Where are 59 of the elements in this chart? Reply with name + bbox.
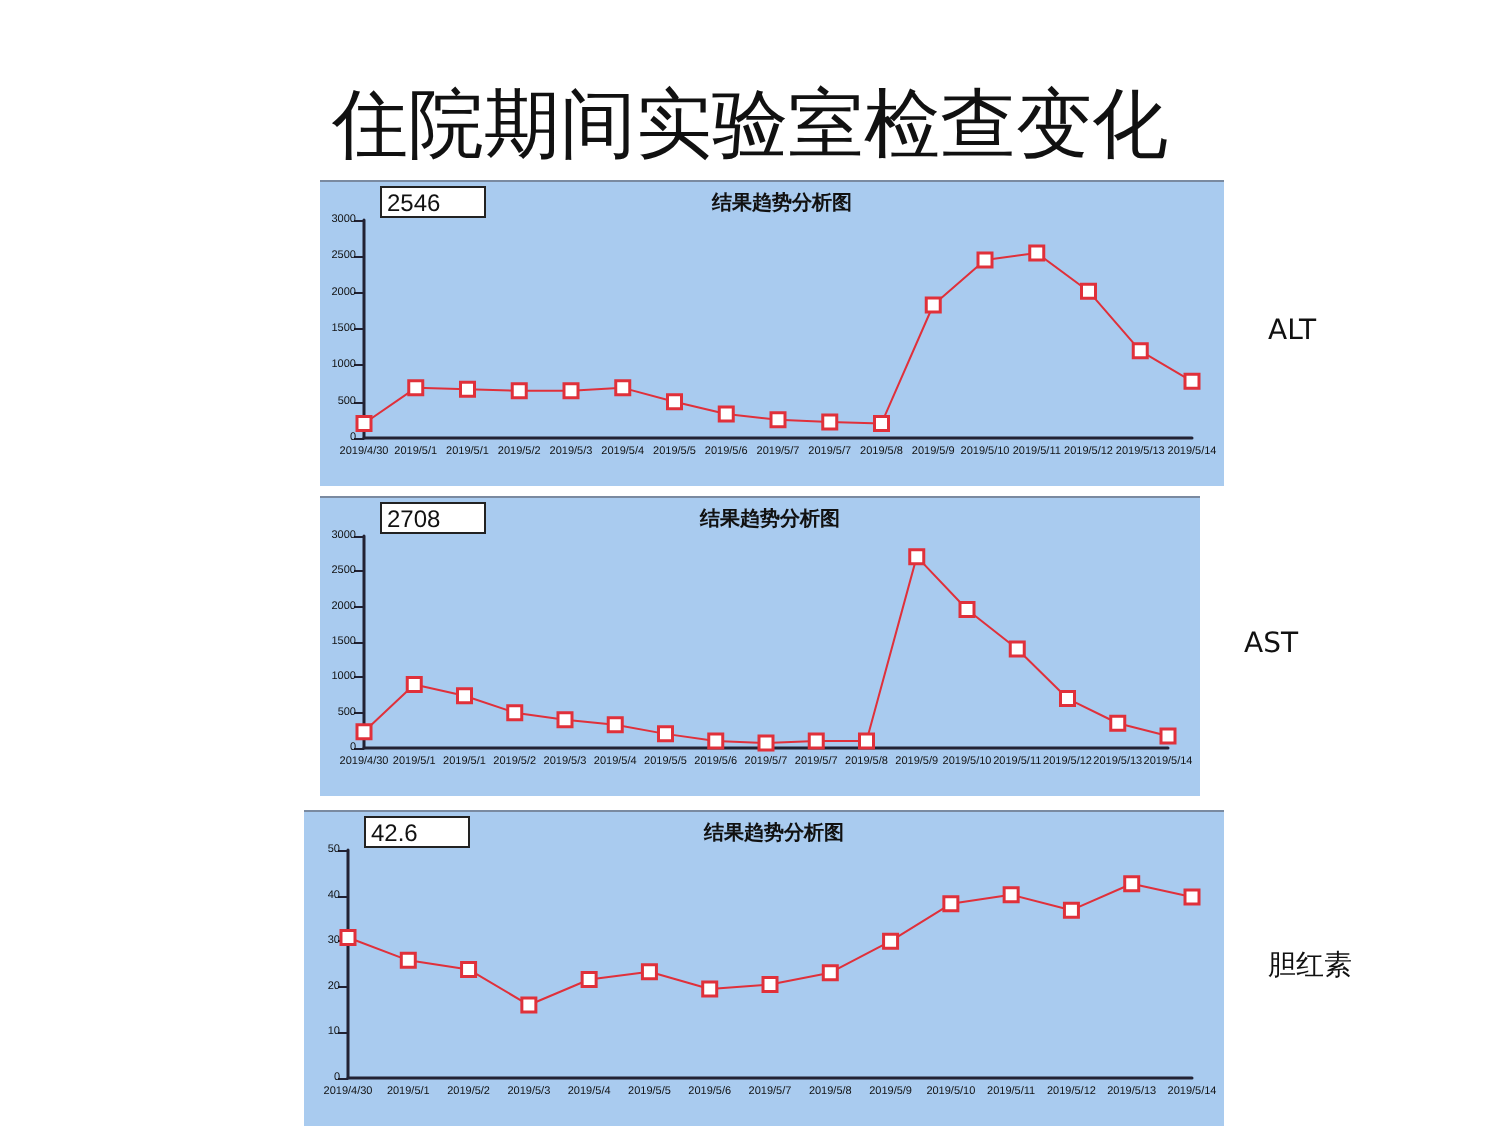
point (1008, 640, 1026, 658)
point (510, 382, 528, 400)
chart-title: 结果趋势分析图 (698, 507, 840, 531)
point (456, 687, 473, 705)
point (1080, 282, 1097, 300)
point (1183, 372, 1201, 390)
point (761, 976, 779, 994)
text: 2546 (387, 189, 442, 217)
point (757, 734, 775, 752)
point (958, 600, 976, 618)
point (562, 382, 580, 400)
point (1183, 888, 1201, 906)
text: 42.6 (371, 819, 419, 847)
point (355, 723, 373, 741)
text: ALT (1268, 315, 1317, 347)
point (666, 393, 683, 411)
point (821, 964, 839, 982)
point (807, 732, 825, 750)
point (924, 296, 942, 314)
chart-title: 结果趋势分析图 (710, 191, 852, 215)
point (908, 548, 926, 566)
point (520, 996, 538, 1014)
text: 胆红素 (1268, 950, 1352, 982)
point (942, 895, 960, 913)
point (1028, 244, 1046, 262)
point (873, 414, 890, 432)
point (882, 932, 900, 950)
point (506, 704, 524, 722)
point (717, 405, 735, 423)
point (1109, 714, 1127, 732)
point (1131, 342, 1149, 360)
point (858, 732, 875, 750)
text: 2708 (387, 505, 442, 533)
point (407, 379, 425, 397)
point (701, 980, 719, 998)
point (1059, 690, 1076, 708)
text: AST (1244, 628, 1299, 660)
point (1062, 901, 1080, 919)
point (1002, 886, 1020, 904)
point (1123, 875, 1141, 893)
point (769, 411, 787, 429)
point (657, 725, 674, 743)
point (580, 971, 598, 988)
point (614, 379, 632, 397)
point (556, 711, 574, 729)
point (707, 732, 725, 750)
point (460, 960, 478, 978)
text: 住院期间实验室检查变化 (330, 78, 1170, 172)
point (459, 380, 476, 398)
point (355, 414, 373, 432)
chart-title: 结果趋势分析图 (702, 821, 844, 845)
point (821, 413, 839, 431)
point (1159, 727, 1177, 745)
point (405, 675, 423, 693)
point (640, 963, 658, 981)
point (976, 251, 994, 269)
point (339, 929, 357, 947)
point (399, 951, 417, 969)
point (606, 716, 624, 734)
